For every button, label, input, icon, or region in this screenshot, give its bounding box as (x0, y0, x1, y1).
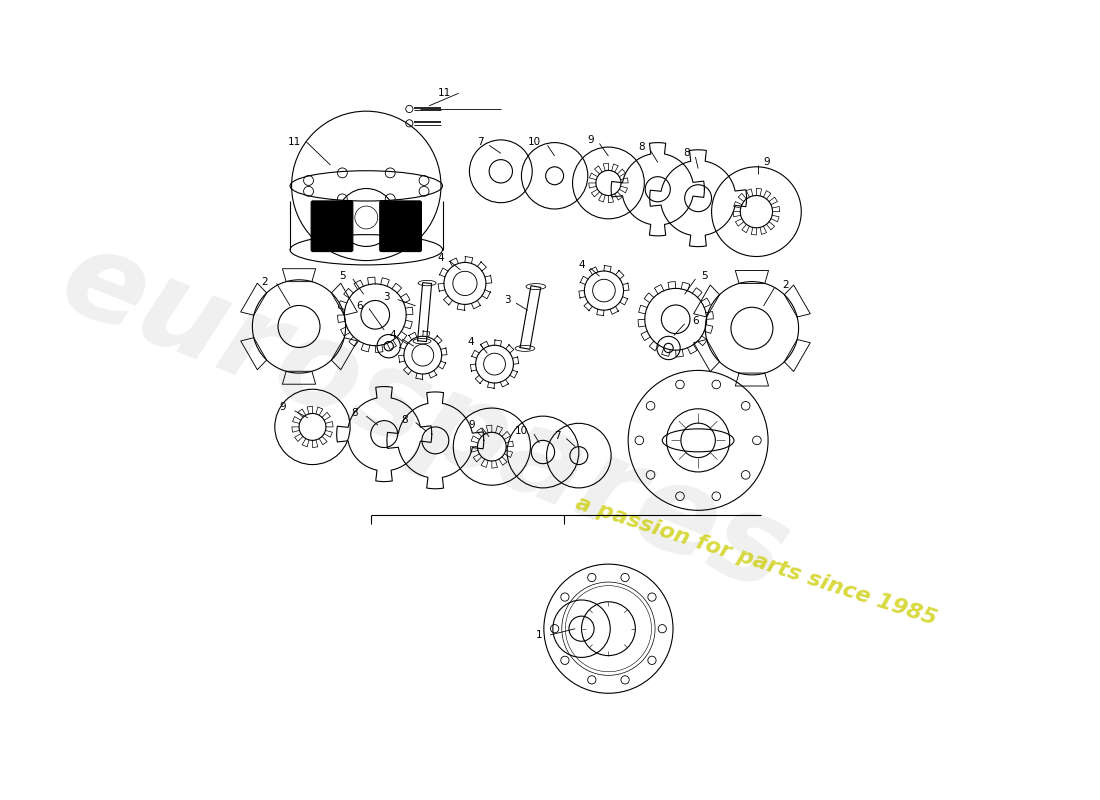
Text: 9: 9 (763, 158, 770, 167)
Text: 4: 4 (389, 330, 396, 341)
Text: 6: 6 (356, 301, 363, 311)
Text: 10: 10 (515, 426, 528, 436)
Text: 9: 9 (279, 402, 286, 412)
Text: eurospares: eurospares (44, 219, 805, 617)
Text: 9: 9 (587, 135, 594, 145)
FancyBboxPatch shape (379, 201, 421, 251)
Text: 1: 1 (536, 630, 542, 640)
Text: 10: 10 (527, 137, 540, 146)
FancyBboxPatch shape (311, 201, 353, 251)
Text: 5: 5 (701, 271, 707, 282)
Text: a passion for parts since 1985: a passion for parts since 1985 (573, 494, 939, 630)
Text: 8: 8 (683, 148, 690, 158)
Text: 2: 2 (782, 280, 789, 290)
Text: 2: 2 (262, 277, 268, 286)
Text: 3: 3 (384, 292, 390, 302)
Text: 4: 4 (438, 254, 444, 263)
Text: 11: 11 (438, 88, 451, 98)
Text: 5: 5 (339, 271, 345, 282)
Text: 3: 3 (504, 294, 510, 305)
Text: 11: 11 (288, 137, 301, 146)
Text: 9: 9 (468, 420, 474, 430)
Text: 4: 4 (468, 337, 474, 346)
Text: 8: 8 (638, 142, 645, 152)
Text: 7: 7 (477, 137, 484, 146)
Text: 6: 6 (692, 316, 698, 326)
Text: 8: 8 (351, 409, 358, 418)
Text: 7: 7 (554, 431, 561, 441)
Text: 8: 8 (402, 414, 408, 425)
Text: 4: 4 (579, 261, 585, 270)
